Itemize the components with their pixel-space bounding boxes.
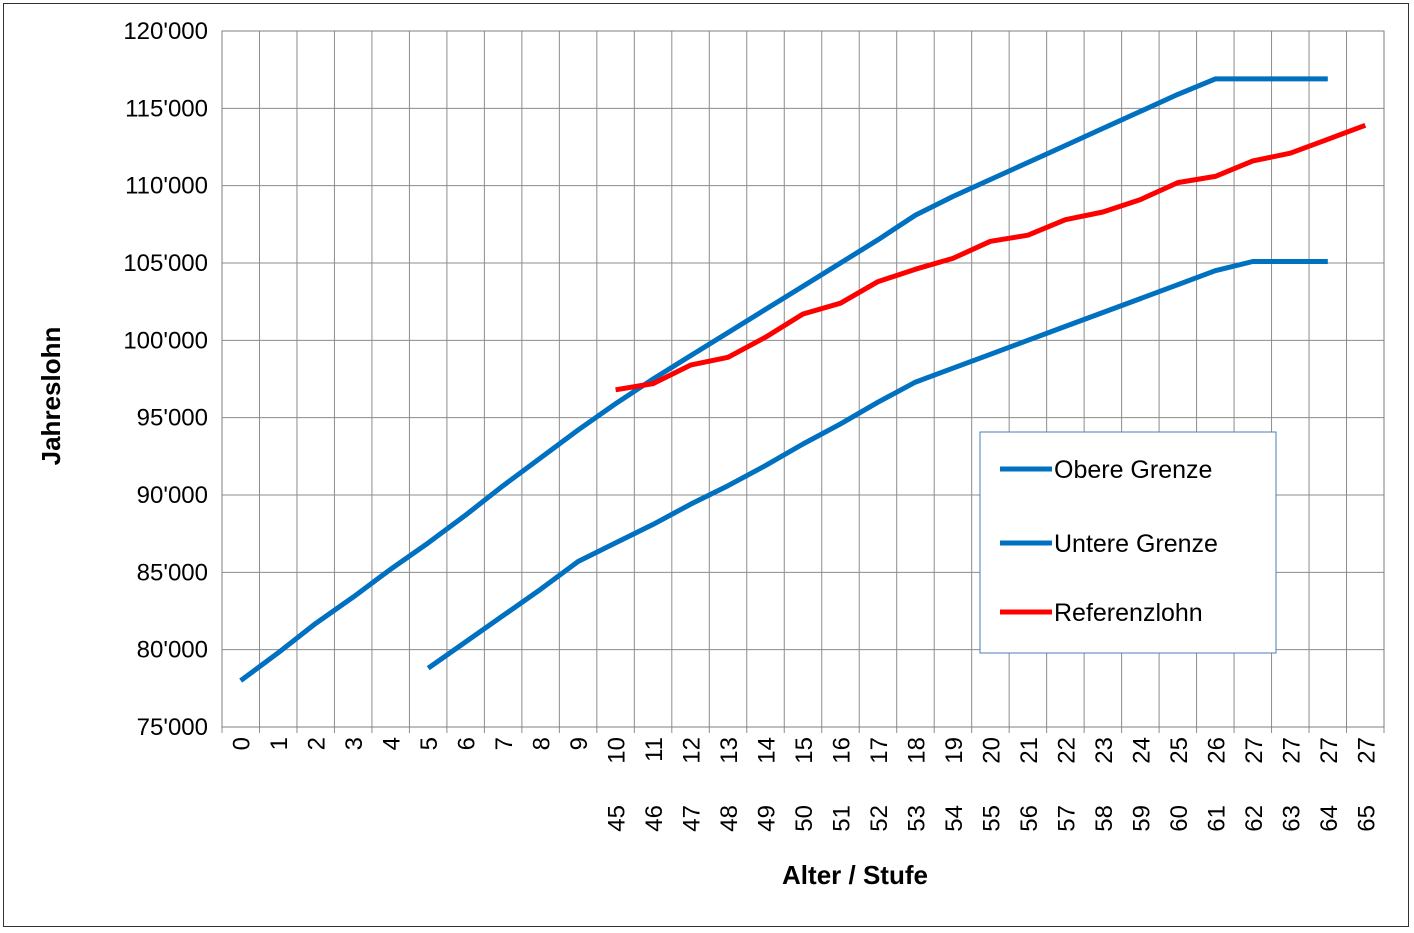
legend-label-obere-grenze: Obere Grenze	[1054, 456, 1212, 484]
legend-label-untere-grenze: Untere Grenze	[1054, 530, 1218, 558]
x-tick-label-stufe: 22	[1053, 737, 1080, 764]
x-tick-label-alter: 59	[1128, 805, 1155, 832]
x-tick-label-stufe: 27	[1353, 737, 1380, 764]
series-line-obere-grenze	[239, 76, 1328, 683]
x-tick-label-alter: 54	[941, 805, 968, 832]
x-tick-label-stufe: 3	[341, 737, 368, 750]
x-tick-label-stufe: 4	[379, 737, 406, 750]
x-tick-label-stufe: 10	[604, 737, 631, 764]
x-axis-title: Alter / Stufe	[782, 860, 928, 890]
plot-area-border	[221, 30, 1385, 728]
x-tick-label-alter: 63	[1278, 805, 1305, 832]
x-tick-label-alter: 51	[828, 805, 855, 832]
y-tick-label: 80'000	[137, 637, 208, 664]
x-tick-label-stufe: 20	[978, 737, 1005, 764]
y-tick-label: 110'000	[125, 173, 208, 200]
x-tick-label-stufe: 5	[416, 737, 443, 750]
x-tick-label-stufe: 27	[1278, 737, 1305, 764]
x-tick-label-alter: 57	[1053, 805, 1080, 832]
x-tick-label-stufe: 2	[304, 737, 331, 750]
x-tick-label-alter: 55	[978, 805, 1005, 832]
x-tick-label-stufe: 24	[1128, 737, 1155, 764]
x-tick-label-stufe: 17	[866, 737, 893, 764]
x-tick-label-alter: 49	[754, 805, 781, 832]
x-tick-label-stufe: 21	[1016, 737, 1043, 764]
x-tick-label-stufe: 13	[716, 737, 743, 764]
x-tick-label-stufe: 27	[1241, 737, 1268, 764]
x-tick-label-alter: 53	[903, 805, 930, 832]
x-tick-label-stufe: 19	[941, 737, 968, 764]
y-tick-label: 95'000	[137, 405, 208, 432]
y-tick-label: 75'000	[137, 714, 208, 741]
x-tick-label-alter: 60	[1166, 805, 1193, 832]
y-tick-label: 100'000	[123, 327, 208, 354]
x-tick-label-alter: 50	[791, 805, 818, 832]
x-tick-label-alter: 56	[1016, 805, 1043, 832]
x-tick-label-stufe: 6	[454, 737, 481, 750]
x-tick-label-alter: 46	[641, 805, 668, 832]
y-tick-label: 120'000	[123, 18, 208, 45]
x-tick-label-alter: 65	[1353, 805, 1380, 832]
series-line-referenzlohn	[615, 122, 1367, 393]
x-tick-label-alter: 61	[1203, 805, 1230, 832]
legend-items: Obere Grenze Untere Grenze Referenzlohn	[1000, 456, 1218, 627]
y-tick-label: 115'000	[125, 95, 208, 122]
x-tick-label-stufe: 1	[266, 737, 293, 750]
x-tick-label-stufe: 12	[679, 737, 706, 764]
x-tick-label-stufe: 0	[229, 737, 256, 750]
y-tick-label: 90'000	[137, 482, 208, 509]
x-tick-labels: 0 1 2 3 4 5 6 7 8 9 104511461247134814491550165117…	[229, 737, 1381, 832]
chart-frame: 75'000 80'000 85'000 90'000 95'000 100'000 105…	[3, 3, 1409, 927]
x-tick-label-alter: 58	[1091, 805, 1118, 832]
x-tick-label-stufe: 16	[828, 737, 855, 764]
x-tick-label-stufe: 27	[1316, 737, 1343, 764]
x-tick-label-stufe: 26	[1203, 737, 1230, 764]
y-axis-title: Jahreslohn	[36, 327, 66, 466]
x-tick-label-stufe: 18	[903, 737, 930, 764]
x-tick-label-alter: 52	[866, 805, 893, 832]
y-tick-labels: 75'000 80'000 85'000 90'000 95'000 100'000 105…	[123, 18, 208, 741]
x-tick-label-stufe: 8	[529, 737, 556, 750]
x-tick-label-alter: 47	[679, 805, 706, 832]
x-tick-label-stufe: 14	[754, 737, 781, 764]
y-tick-label: 105'000	[123, 250, 208, 277]
x-tick-label-stufe: 23	[1091, 737, 1118, 764]
x-tick-label-stufe: 11	[641, 737, 668, 762]
x-tick-label-stufe: 7	[491, 737, 518, 750]
x-tick-label-alter: 62	[1241, 805, 1268, 832]
x-tick-label-stufe: 25	[1166, 737, 1193, 764]
series-line-untere-grenze	[426, 259, 1328, 671]
x-tick-label-stufe: 9	[566, 737, 593, 750]
y-tick-label: 85'000	[137, 559, 208, 586]
x-tick-label-alter: 45	[604, 805, 631, 832]
legend-label-referenzlohn: Referenzlohn	[1054, 599, 1203, 627]
x-tick-label-alter: 48	[716, 805, 743, 832]
line-chart: 75'00080'00085'00090'00095'000100'000105…	[36, 18, 1385, 890]
legend: Obere Grenze Untere Grenze Referenzlohn	[979, 431, 1277, 654]
series-lines	[239, 76, 1367, 683]
x-tick-label-alter: 64	[1316, 805, 1343, 832]
x-tick-label-stufe: 15	[791, 737, 818, 764]
